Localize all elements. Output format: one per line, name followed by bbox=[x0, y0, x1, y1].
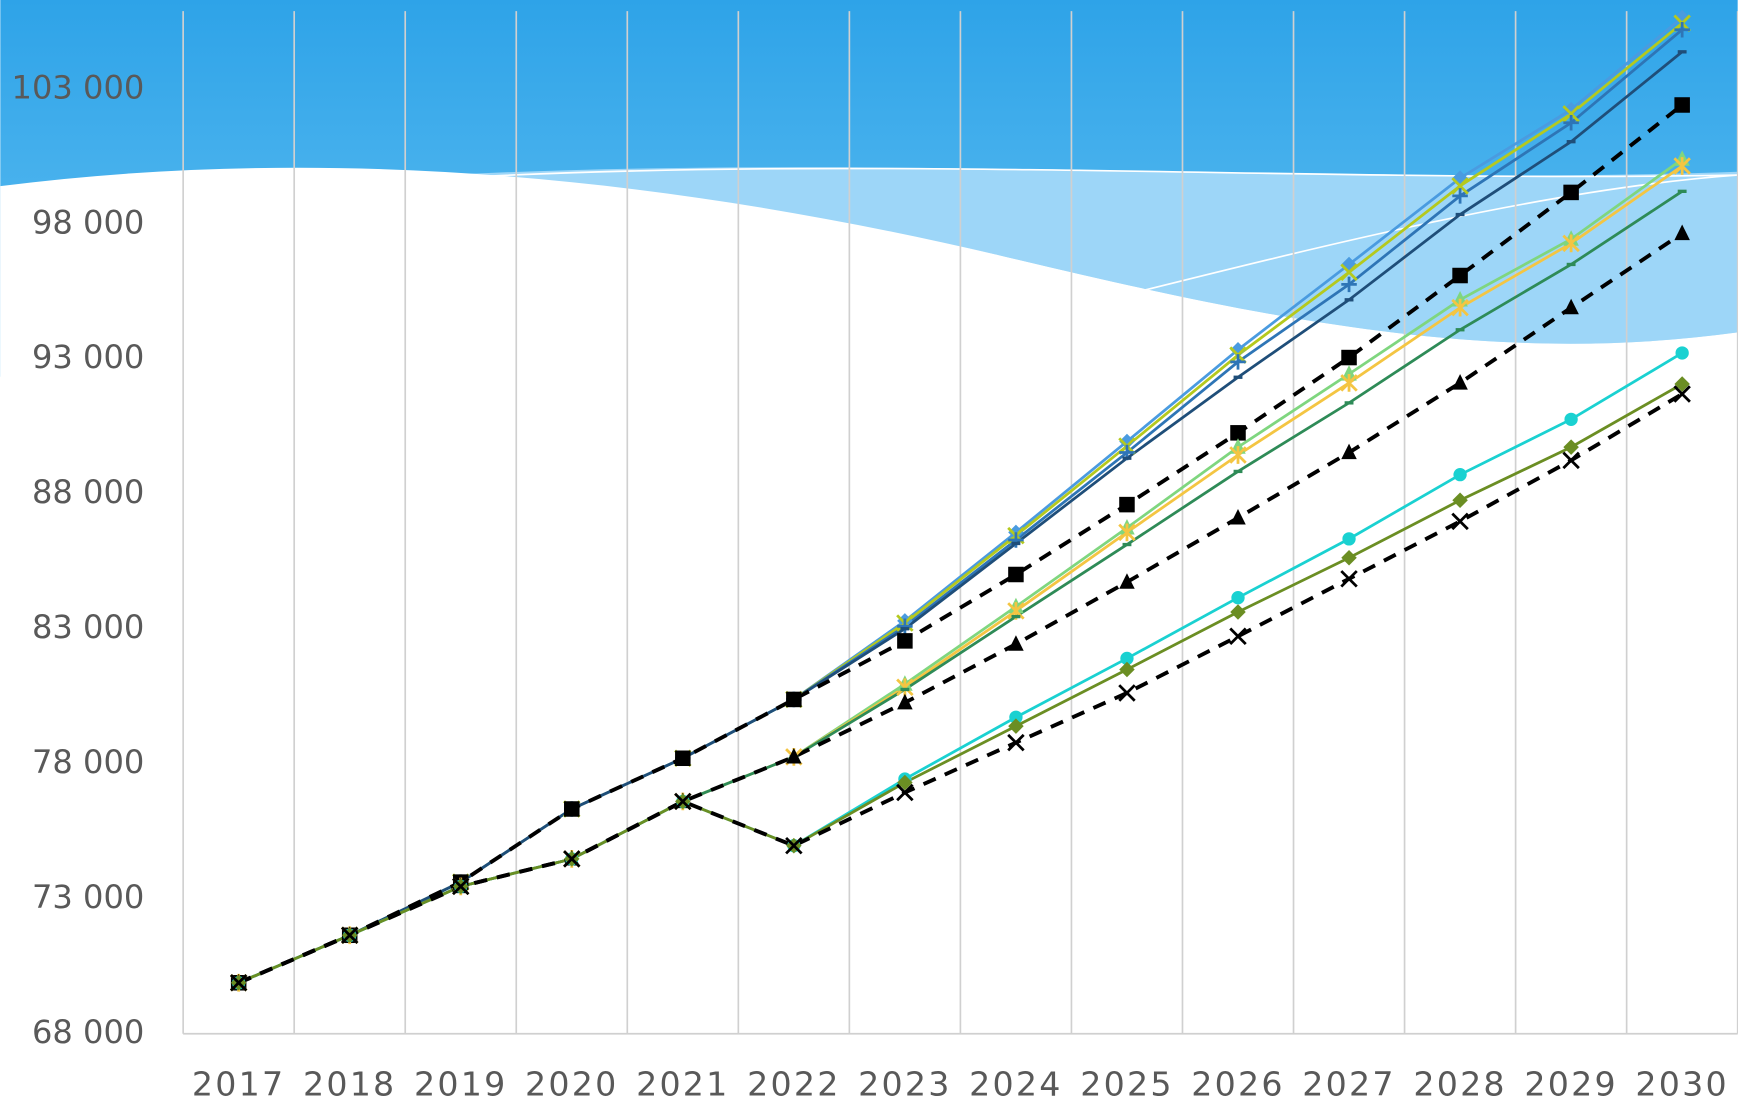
y-tick-label: 88 000 bbox=[32, 473, 144, 511]
marker bbox=[1008, 635, 1024, 651]
marker bbox=[1008, 566, 1024, 583]
marker bbox=[1341, 276, 1357, 293]
marker bbox=[897, 633, 913, 649]
marker bbox=[1007, 733, 1025, 752]
marker bbox=[1452, 267, 1468, 284]
marker bbox=[1230, 341, 1246, 358]
marker bbox=[1674, 9, 1690, 26]
x-tick-label: 2022 bbox=[747, 1064, 840, 1103]
series-lines bbox=[237, 16, 1684, 985]
marker bbox=[563, 850, 581, 868]
series-line bbox=[237, 392, 1684, 985]
marker bbox=[1119, 496, 1135, 513]
x-tick-label: 2026 bbox=[1191, 1064, 1284, 1103]
marker bbox=[1674, 376, 1690, 392]
marker bbox=[340, 926, 359, 945]
marker bbox=[1562, 451, 1580, 470]
marker bbox=[1340, 374, 1358, 392]
marker bbox=[1562, 234, 1580, 253]
marker bbox=[1562, 105, 1580, 123]
marker bbox=[1674, 21, 1690, 38]
marker bbox=[786, 691, 802, 708]
marker bbox=[1230, 425, 1246, 441]
series-line bbox=[237, 103, 1684, 985]
marker bbox=[786, 748, 802, 764]
y-tick-label: 68 000 bbox=[32, 1013, 144, 1051]
marker bbox=[1230, 508, 1246, 525]
marker bbox=[1118, 684, 1136, 702]
marker bbox=[675, 750, 691, 767]
marker bbox=[896, 783, 914, 802]
marker bbox=[1563, 115, 1579, 131]
marker bbox=[1119, 573, 1135, 589]
marker bbox=[897, 693, 913, 710]
marker bbox=[1119, 661, 1135, 678]
x-tick-label: 2028 bbox=[1413, 1064, 1506, 1103]
marker bbox=[1341, 550, 1357, 566]
x-tick-label: 2021 bbox=[636, 1064, 729, 1103]
marker bbox=[1452, 188, 1468, 204]
x-tick-label: 2029 bbox=[1524, 1064, 1617, 1103]
marker bbox=[1341, 349, 1357, 366]
marker bbox=[1230, 604, 1246, 620]
marker bbox=[1009, 710, 1023, 724]
axis-labels: 68 000 73 000 78 000 83 000 88 000 93 000 98 0… bbox=[12, 68, 1728, 1103]
marker bbox=[897, 774, 913, 791]
marker bbox=[1452, 492, 1468, 509]
marker bbox=[1120, 651, 1134, 666]
marker bbox=[1564, 412, 1578, 426]
y-tick-label: 78 000 bbox=[32, 743, 144, 781]
marker bbox=[1563, 298, 1579, 315]
marker bbox=[452, 877, 470, 896]
background-wave-light bbox=[443, 167, 1738, 344]
marker bbox=[1453, 468, 1467, 482]
marker bbox=[564, 801, 580, 817]
x-tick-label: 2030 bbox=[1635, 1064, 1728, 1103]
background-curve bbox=[465, 167, 1738, 179]
marker bbox=[1342, 532, 1356, 546]
series-markers bbox=[229, 9, 1691, 992]
x-tick-label: 2023 bbox=[858, 1064, 951, 1103]
y-tick-label: 103 000 bbox=[12, 68, 145, 106]
marker bbox=[1229, 627, 1247, 646]
marker bbox=[1673, 385, 1691, 403]
x-tick-label: 2024 bbox=[969, 1064, 1062, 1103]
x-tick-label: 2027 bbox=[1302, 1064, 1395, 1103]
marker bbox=[1008, 532, 1024, 548]
marker bbox=[1340, 263, 1358, 282]
x-tick-label: 2025 bbox=[1080, 1064, 1173, 1103]
y-tick-label: 73 000 bbox=[32, 878, 144, 916]
marker bbox=[897, 618, 913, 635]
marker bbox=[229, 974, 248, 992]
marker bbox=[1674, 97, 1690, 113]
marker bbox=[1341, 365, 1357, 381]
marker bbox=[1340, 570, 1358, 588]
y-tick-label: 93 000 bbox=[32, 338, 144, 376]
marker bbox=[1341, 443, 1357, 460]
x-tick-label: 2019 bbox=[414, 1064, 507, 1103]
marker bbox=[896, 678, 914, 697]
marker bbox=[1452, 374, 1468, 390]
marker bbox=[1451, 177, 1469, 195]
marker bbox=[1451, 298, 1469, 317]
y-tick-label: 98 000 bbox=[32, 203, 144, 241]
marker bbox=[785, 836, 803, 855]
marker bbox=[1563, 184, 1579, 201]
x-tick-label: 2017 bbox=[192, 1064, 285, 1103]
marker bbox=[1230, 354, 1246, 370]
marker bbox=[1674, 224, 1690, 241]
x-tick-label: 2018 bbox=[303, 1064, 396, 1103]
marker bbox=[1119, 433, 1135, 450]
marker bbox=[1231, 591, 1245, 605]
y-tick-label: 83 000 bbox=[32, 608, 144, 646]
x-tick-label: 2020 bbox=[525, 1064, 618, 1103]
marker bbox=[1451, 512, 1469, 531]
marker bbox=[1118, 523, 1136, 542]
marker bbox=[674, 792, 692, 811]
marker bbox=[1229, 446, 1247, 464]
marker bbox=[1673, 157, 1691, 175]
marker bbox=[1675, 346, 1689, 360]
